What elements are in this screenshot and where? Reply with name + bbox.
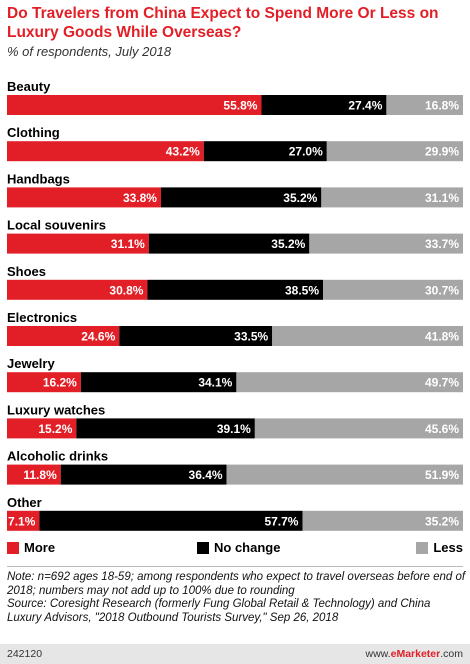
value-label-more-jewelry: 16.2% [43,376,77,390]
bar-no-change-electronics [119,326,273,346]
bar-more-jewelry [7,372,81,393]
bar-no-change-luxury-watches [76,418,255,439]
legend-item-less: Less [416,540,463,555]
value-label-more-local-souvenirs: 31.1% [111,237,145,251]
bar-more-luxury-watches [7,418,77,439]
value-label-less-clothing: 29.9% [425,145,459,159]
value-label-no-change-alcoholic-drinks: 36.4% [189,468,223,482]
value-label-more-electronics: 24.6% [81,330,115,344]
value-label-less-other: 35.2% [425,514,459,528]
legend-label-no-change: No change [214,540,281,555]
value-label-less-jewelry: 49.7% [425,376,459,390]
legend-item-no-change: No change [197,540,280,555]
bar-more-alcoholic-drinks [7,464,61,485]
bar-less-other [302,510,463,531]
value-label-more-luxury-watches: 15.2% [38,422,72,436]
value-label-more-alcoholic-drinks: 11.8% [23,468,57,482]
bar-more-clothing [7,141,204,162]
chart-id: 242120 [7,648,43,660]
bar-no-change-handbags [160,187,322,208]
value-label-no-change-jewelry: 34.1% [198,376,232,390]
category-label-beauty: Beauty [7,79,51,94]
value-label-no-change-electronics: 33.5% [234,330,268,344]
bar-less-shoes [323,279,463,300]
legend-item-more: More [7,540,55,555]
value-label-no-change-handbags: 35.2% [283,191,317,205]
bar-no-change-clothing [203,141,327,162]
footer: 242120 www.eMarketer.com [0,644,470,664]
legend-swatch-no-change [197,541,209,554]
legend-label-less: Less [433,540,463,555]
bar-more-electronics [7,326,120,346]
legend-swatch-more [7,541,19,554]
source-text: Source: Coresight Research (formerly Fun… [7,598,431,624]
bar-less-handbags [321,187,463,208]
bar-less-local-souvenirs [309,233,463,254]
category-label-shoes: Shoes [7,264,46,279]
value-label-less-handbags: 31.1% [425,191,459,205]
value-label-no-change-beauty: 27.4% [348,99,382,113]
bar-no-change-alcoholic-drinks [60,464,227,485]
bar-no-change-beauty [261,95,387,115]
chart-subtitle: % of respondents, July 2018 [7,44,172,59]
legend-swatch-less [416,541,429,554]
category-label-alcoholic-drinks: Alcoholic drinks [7,449,108,464]
bar-more-local-souvenirs [7,233,149,254]
copyright-brand: eMarketer [390,648,441,660]
category-label-clothing: Clothing [7,125,60,140]
value-label-more-beauty: 55.8% [223,99,257,113]
value-label-no-change-luxury-watches: 39.1% [217,422,251,436]
value-label-less-luxury-watches: 45.6% [425,422,459,436]
bar-less-alcoholic-drinks [226,464,463,485]
value-label-more-shoes: 30.8% [109,283,143,297]
bar-more-beauty [7,95,262,115]
bar-less-beauty [386,95,463,115]
bar-more-other [7,510,40,531]
category-label-local-souvenirs: Local souvenirs [7,218,106,233]
value-label-no-change-local-souvenirs: 35.2% [271,237,305,251]
copyright-suffix: .com [440,648,463,660]
legend: More No change Less [7,540,463,558]
notes: Note: n=692 ages 18-59; among respondent… [7,571,467,625]
value-label-less-alcoholic-drinks: 51.9% [425,468,459,482]
value-label-less-shoes: 30.7% [425,283,459,297]
value-label-more-clothing: 43.2% [166,145,200,159]
divider [7,566,463,567]
category-label-other: Other [7,495,42,510]
chart-title: Do Travelers from China Expect to Spend … [7,5,439,41]
category-label-handbags: Handbags [7,171,70,186]
note-text: Note: n=692 ages 18-59; among respondent… [7,571,466,597]
category-label-jewelry: Jewelry [7,356,55,371]
copyright: www.eMarketer.com [366,648,463,660]
value-label-more-other: 7.1% [8,514,36,528]
bar-less-electronics [272,326,463,346]
bar-more-shoes [7,279,148,300]
copyright-prefix: www. [365,648,391,660]
legend-label-more: More [24,540,56,555]
value-label-no-change-clothing: 27.0% [289,145,323,159]
bar-no-change-shoes [147,279,324,300]
bar-no-change-jewelry [80,372,237,393]
bar-less-jewelry [236,372,463,393]
value-label-less-local-souvenirs: 33.7% [425,237,459,251]
value-label-no-change-shoes: 38.5% [285,283,319,297]
value-label-less-beauty: 16.8% [425,99,459,113]
category-label-luxury-watches: Luxury watches [7,402,105,417]
value-label-less-electronics: 41.8% [425,330,459,344]
value-label-no-change-other: 57.7% [264,514,298,528]
bar-less-clothing [326,141,463,162]
stacked-bar-chart: Beauty 55.8% 27.4% 16.8% Clothing 43.2% 27.0% 2… [7,79,463,531]
category-label-electronics: Electronics [7,310,77,325]
bar-no-change-local-souvenirs [148,233,310,254]
bar-no-change-other [39,510,303,531]
bar-less-luxury-watches [254,418,463,439]
value-label-more-handbags: 33.8% [123,191,157,205]
bar-more-handbags [7,187,161,208]
